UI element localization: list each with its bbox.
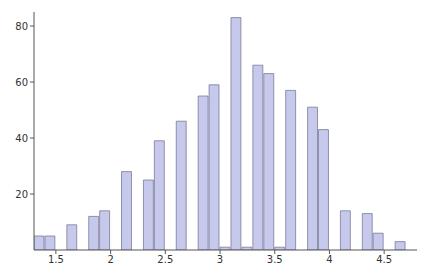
svg-text:4.5: 4.5 [376, 254, 392, 265]
svg-text:80: 80 [15, 21, 28, 32]
svg-text:3: 3 [217, 254, 223, 265]
svg-text:2: 2 [107, 254, 113, 265]
svg-text:4: 4 [326, 254, 332, 265]
svg-text:40: 40 [15, 133, 28, 144]
svg-text:20: 20 [15, 189, 28, 200]
svg-text:1.5: 1.5 [48, 254, 64, 265]
svg-text:60: 60 [15, 77, 28, 88]
svg-text:3.5: 3.5 [267, 254, 283, 265]
svg-text:2.5: 2.5 [157, 254, 173, 265]
